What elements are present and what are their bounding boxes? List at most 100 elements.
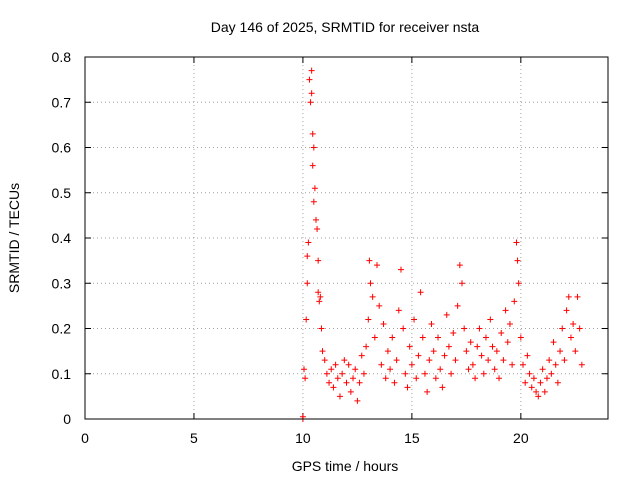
data-point <box>369 293 376 300</box>
data-point <box>352 366 359 373</box>
data-point <box>321 357 328 364</box>
x-tick-label: 10 <box>295 430 311 446</box>
y-tick-label: 0.5 <box>52 185 72 201</box>
data-point <box>345 361 352 368</box>
data-point <box>461 325 468 332</box>
data-point <box>389 334 396 341</box>
data-point <box>514 257 521 264</box>
data-point <box>552 361 559 368</box>
data-point <box>456 262 463 269</box>
data-point <box>530 375 537 382</box>
data-point <box>506 320 513 327</box>
data-point <box>482 334 489 341</box>
data-point <box>341 357 348 364</box>
data-point <box>360 370 367 377</box>
data-point <box>537 379 544 386</box>
data-point <box>303 316 310 323</box>
data-point <box>339 370 346 377</box>
data-point <box>467 339 474 346</box>
data-point <box>443 311 450 318</box>
data-point <box>347 388 354 395</box>
data-point <box>472 375 479 382</box>
data-point <box>312 216 319 223</box>
data-point <box>435 334 442 341</box>
data-point <box>520 361 527 368</box>
data-point <box>330 384 337 391</box>
data-point <box>445 343 452 350</box>
data-point <box>334 375 341 382</box>
y-tick-label: 0.6 <box>52 140 72 156</box>
data-point <box>526 370 533 377</box>
data-point <box>367 280 374 287</box>
data-point <box>382 375 389 382</box>
data-point <box>567 334 574 341</box>
data-point <box>304 253 311 260</box>
data-point <box>454 302 461 309</box>
data-point <box>304 280 311 287</box>
data-point <box>437 366 444 373</box>
data-point <box>391 379 398 386</box>
data-point <box>541 388 548 395</box>
data-point <box>306 76 313 83</box>
data-point <box>535 393 542 400</box>
x-tick-label: 5 <box>190 430 198 446</box>
data-point <box>323 370 330 377</box>
data-point <box>463 348 470 355</box>
data-point <box>310 144 317 151</box>
data-point <box>450 330 457 337</box>
data-point <box>509 361 516 368</box>
data-point <box>366 257 373 264</box>
data-point <box>426 357 433 364</box>
data-point <box>350 375 357 382</box>
plot-frame <box>84 56 609 420</box>
grid-lines <box>85 57 608 419</box>
data-point <box>432 375 439 382</box>
data-point <box>308 90 315 97</box>
data-point <box>546 357 553 364</box>
data-point <box>502 307 509 314</box>
y-tick-label: 0.2 <box>52 321 72 337</box>
chart-title: Day 146 of 2025, SRMTID for receiver nst… <box>211 19 480 35</box>
data-point <box>415 352 422 359</box>
x-tick-label: 15 <box>404 430 420 446</box>
data-point <box>354 397 361 404</box>
y-tick-label: 0.8 <box>52 49 72 65</box>
data-point <box>311 185 318 192</box>
data-point <box>417 289 424 296</box>
data-point <box>533 388 540 395</box>
data-point <box>402 370 409 377</box>
data-point <box>513 239 520 246</box>
data-point <box>378 361 385 368</box>
data-point <box>548 370 555 377</box>
y-tick-label: 0.4 <box>52 230 72 246</box>
data-point <box>539 366 546 373</box>
data-point <box>317 293 324 300</box>
data-point <box>430 348 437 355</box>
data-point <box>561 357 568 364</box>
data-point <box>319 348 326 355</box>
data-point <box>491 366 498 373</box>
data-point <box>574 293 581 300</box>
data-point <box>496 375 503 382</box>
data-point <box>314 225 321 232</box>
data-point <box>528 384 535 391</box>
data-point <box>517 334 524 341</box>
data-point <box>309 162 316 169</box>
data-point <box>419 334 426 341</box>
data-point <box>413 375 420 382</box>
data-point <box>408 361 415 368</box>
data-point <box>522 379 529 386</box>
data-point <box>305 239 312 246</box>
data-point <box>493 348 500 355</box>
data-point <box>469 361 476 368</box>
data-point <box>487 316 494 323</box>
data-point <box>565 293 572 300</box>
data-point <box>384 348 391 355</box>
x-axis-label: GPS time / hours <box>292 458 399 474</box>
data-point <box>393 357 400 364</box>
data-point <box>328 366 335 373</box>
data-point <box>326 379 333 386</box>
axis-ticks: 0 5 10 15 20 0 0.1 0.2 0.3 0.4 0.5 0.6 0.7 0.8 <box>52 49 608 446</box>
data-point <box>421 370 428 377</box>
